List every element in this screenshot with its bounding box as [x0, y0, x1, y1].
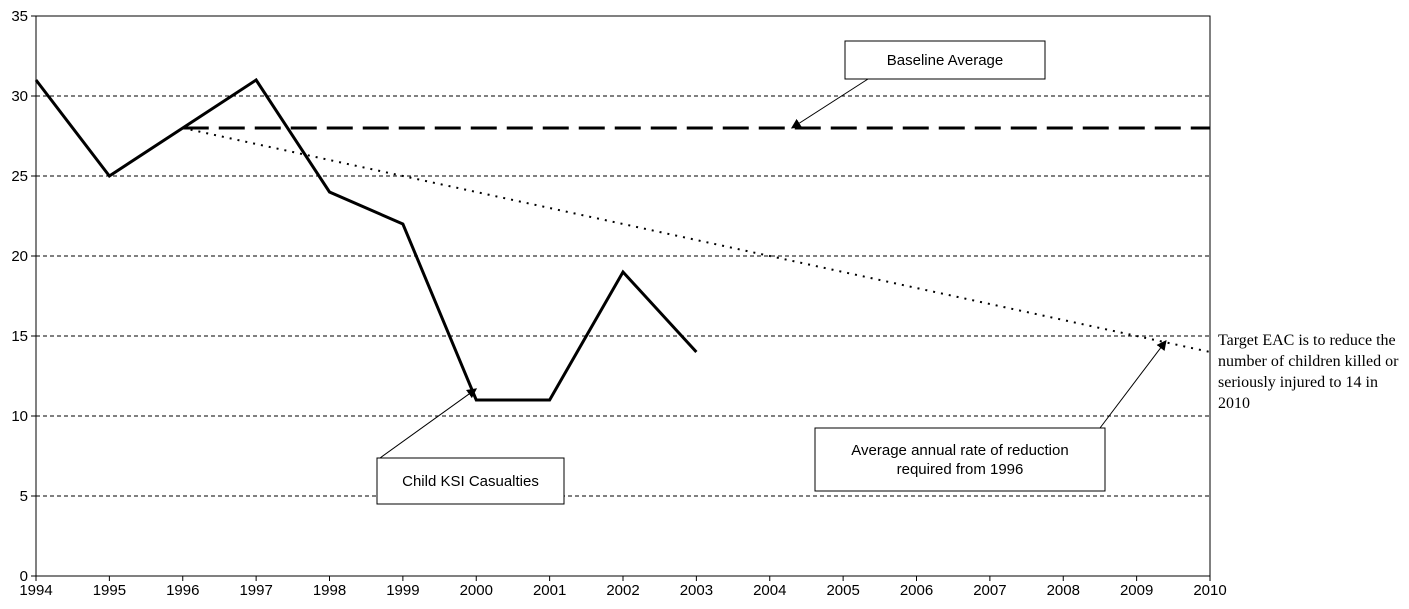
y-axis-ticks: 0 5 10 15 20 25 30 35: [11, 8, 36, 585]
callout-text-ksi-0: Child KSI Casualties: [402, 473, 539, 490]
callout-arrow-reduction: [1099, 340, 1167, 429]
series-line-0: [34, 77, 698, 402]
x-tick-label-2009: 2009: [1120, 582, 1153, 599]
target-note: Target EAC is to reduce the number of ch…: [1218, 332, 1399, 412]
y-tick-label-25: 25: [11, 168, 28, 185]
callout-arrow-baseline: [790, 78, 869, 129]
y-tick-label-0: 0: [20, 568, 28, 585]
y-tick-label-20: 20: [11, 248, 28, 265]
x-tick-label-2005: 2005: [826, 582, 859, 599]
x-axis-ticks: 1994 1995 1996 1997 1998 1999 2000 2001 2002 2003…: [19, 576, 1227, 599]
x-tick-label-2008: 2008: [1047, 582, 1080, 599]
callout-text-reduction-1: required from 1996: [897, 461, 1024, 478]
x-tick-label-1994: 1994: [19, 582, 52, 599]
callout-box-baseline: [844, 40, 1046, 80]
x-tick-label-1999: 1999: [386, 582, 419, 599]
x-tick-label-2010: 2010: [1193, 582, 1226, 599]
y-tick-label-30: 30: [11, 88, 28, 105]
y-tick-label-5: 5: [20, 488, 28, 505]
x-tick-label-2007: 2007: [973, 582, 1006, 599]
x-tick-label-2004: 2004: [753, 582, 786, 599]
callout-box-reduction: [814, 427, 1106, 492]
x-tick-label-2000: 2000: [460, 582, 493, 599]
series-lines: [34, 77, 1211, 402]
x-tick-label-2002: 2002: [606, 582, 639, 599]
x-tick-label-1996: 1996: [166, 582, 199, 599]
callouts: Baseline Average Child KSI Casualties Aver…: [376, 40, 1167, 505]
x-tick-label-2003: 2003: [680, 582, 713, 599]
x-tick-label-2001: 2001: [533, 582, 566, 599]
y-tick-label-35: 35: [11, 8, 28, 25]
callout-arrow-ksi: [379, 388, 478, 459]
x-tick-label-1997: 1997: [239, 582, 272, 599]
series-line-2: [182, 127, 1211, 353]
y-tick-label-15: 15: [11, 328, 28, 345]
plot-area-frame: [35, 15, 1211, 577]
x-tick-label-1998: 1998: [313, 582, 346, 599]
x-tick-label-1995: 1995: [93, 582, 126, 599]
y-tick-label-10: 10: [11, 408, 28, 425]
x-tick-label-2006: 2006: [900, 582, 933, 599]
callout-text-reduction-0: Average annual rate of reduction: [851, 442, 1068, 459]
callout-text-baseline-0: Baseline Average: [887, 52, 1003, 69]
callout-box-ksi: [376, 457, 565, 505]
